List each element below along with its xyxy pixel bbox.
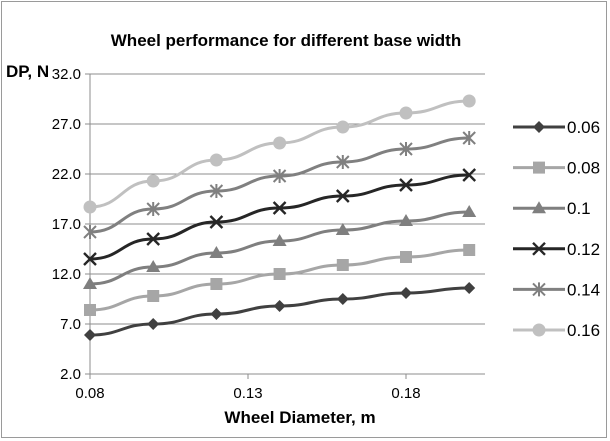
x-tick-labels: 0.08 0.13 0.18 [75, 385, 420, 402]
data-point [147, 318, 160, 330]
data-point [84, 329, 96, 341]
legend-label: 0.06 [567, 118, 600, 137]
legend-label: 0.16 [567, 321, 600, 340]
data-point [147, 290, 160, 302]
y-tick-label: 17.0 [52, 216, 81, 233]
data-point [336, 120, 350, 134]
y-axis-title: DP, N [6, 62, 49, 81]
legend-label: 0.12 [567, 240, 600, 259]
data-point [400, 287, 412, 299]
data-point [272, 169, 287, 183]
legend-item: 0.16 [513, 321, 600, 340]
data-point [462, 205, 477, 217]
x-tick-label: 0.08 [75, 385, 104, 402]
data-point [84, 304, 96, 316]
data-point [146, 202, 160, 216]
legend-marker [532, 201, 546, 214]
data-point [462, 94, 476, 108]
legend-item: 0.14 [513, 280, 600, 299]
data-point [400, 251, 412, 263]
data-point [83, 277, 97, 289]
data-point [83, 225, 97, 239]
data-point [399, 214, 413, 226]
y-tick-label: 2.0 [60, 366, 81, 383]
data-point [209, 184, 224, 198]
legend-item: 0.12 [513, 240, 600, 259]
legend-item: 0.08 [513, 159, 600, 178]
data-point [399, 142, 413, 156]
series-0.1 [83, 205, 477, 289]
data-point [463, 244, 476, 256]
series-0.16 [83, 94, 476, 214]
data-point [336, 293, 349, 305]
data-point [210, 278, 223, 290]
legend-item: 0.1 [513, 199, 591, 218]
x-tick-label: 0.18 [391, 385, 420, 402]
y-tick-label: 7.0 [60, 316, 81, 333]
legend-marker [533, 121, 545, 133]
series-lines [83, 94, 477, 341]
data-point [273, 268, 286, 280]
data-point [462, 131, 476, 145]
y-tick-label: 12.0 [52, 266, 81, 283]
y-tick-label: 32.0 [52, 66, 81, 83]
data-point [210, 308, 223, 320]
data-point [146, 174, 160, 188]
legend-item: 0.06 [513, 118, 600, 137]
data-point [399, 178, 413, 192]
data-point [209, 246, 224, 258]
grid-lines [90, 73, 485, 375]
data-point [273, 136, 287, 150]
data-point [273, 300, 286, 312]
legend-marker [532, 241, 546, 256]
data-point [83, 200, 97, 214]
chart-title: Wheel performance for different base wid… [111, 31, 461, 50]
series-0.08 [84, 244, 476, 316]
x-tick-label: 0.13 [233, 385, 262, 402]
series-line [89, 173, 470, 261]
legend: 0.06 0.08 0.1 0.12 0.14 0.16 [513, 118, 600, 340]
data-point [399, 106, 413, 120]
series-0.14 [83, 131, 476, 239]
data-point [272, 234, 287, 246]
data-point [462, 168, 477, 182]
legend-marker [532, 323, 546, 337]
axes [85, 73, 485, 379]
data-point [146, 260, 161, 272]
legend-marker [532, 282, 546, 297]
legend-label: 0.08 [567, 159, 600, 178]
data-point [336, 155, 350, 169]
data-point [336, 259, 349, 271]
data-point [146, 232, 161, 246]
series-0.06 [84, 282, 476, 341]
y-tick-labels: 2.0 7.0 12.0 17.0 22.0 27.0 32.0 [52, 66, 81, 383]
data-point [83, 252, 97, 266]
data-point [335, 223, 350, 235]
series-0.12 [83, 168, 477, 266]
legend-marker [533, 161, 545, 174]
x-axis-title: Wheel Diameter, m [224, 408, 375, 427]
legend-label: 0.14 [567, 280, 600, 299]
legend-label: 0.1 [567, 199, 591, 218]
y-tick-label: 27.0 [52, 116, 81, 133]
data-point [209, 215, 224, 229]
data-point [272, 201, 287, 215]
data-point [463, 282, 476, 294]
y-tick-label: 22.0 [52, 166, 81, 183]
data-point [209, 153, 223, 167]
data-point [335, 189, 350, 203]
